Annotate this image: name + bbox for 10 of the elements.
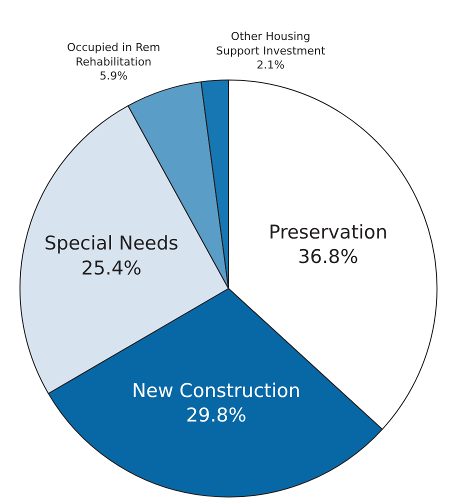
slice-label: Special Needs <box>44 232 178 255</box>
slice-label: New Construction <box>132 380 300 402</box>
data-label: 29.8% <box>186 404 246 427</box>
data-label: 25.4% <box>81 257 142 280</box>
slice-label: Occupied in Rem Rehabilitation <box>67 41 160 68</box>
data-label: 5.9% <box>100 70 128 83</box>
slice-label: Preservation <box>268 221 388 244</box>
data-label: 2.1% <box>256 58 285 72</box>
slice-label: Other Housing Support Investment <box>216 30 326 58</box>
data-label: 36.8% <box>298 246 358 268</box>
